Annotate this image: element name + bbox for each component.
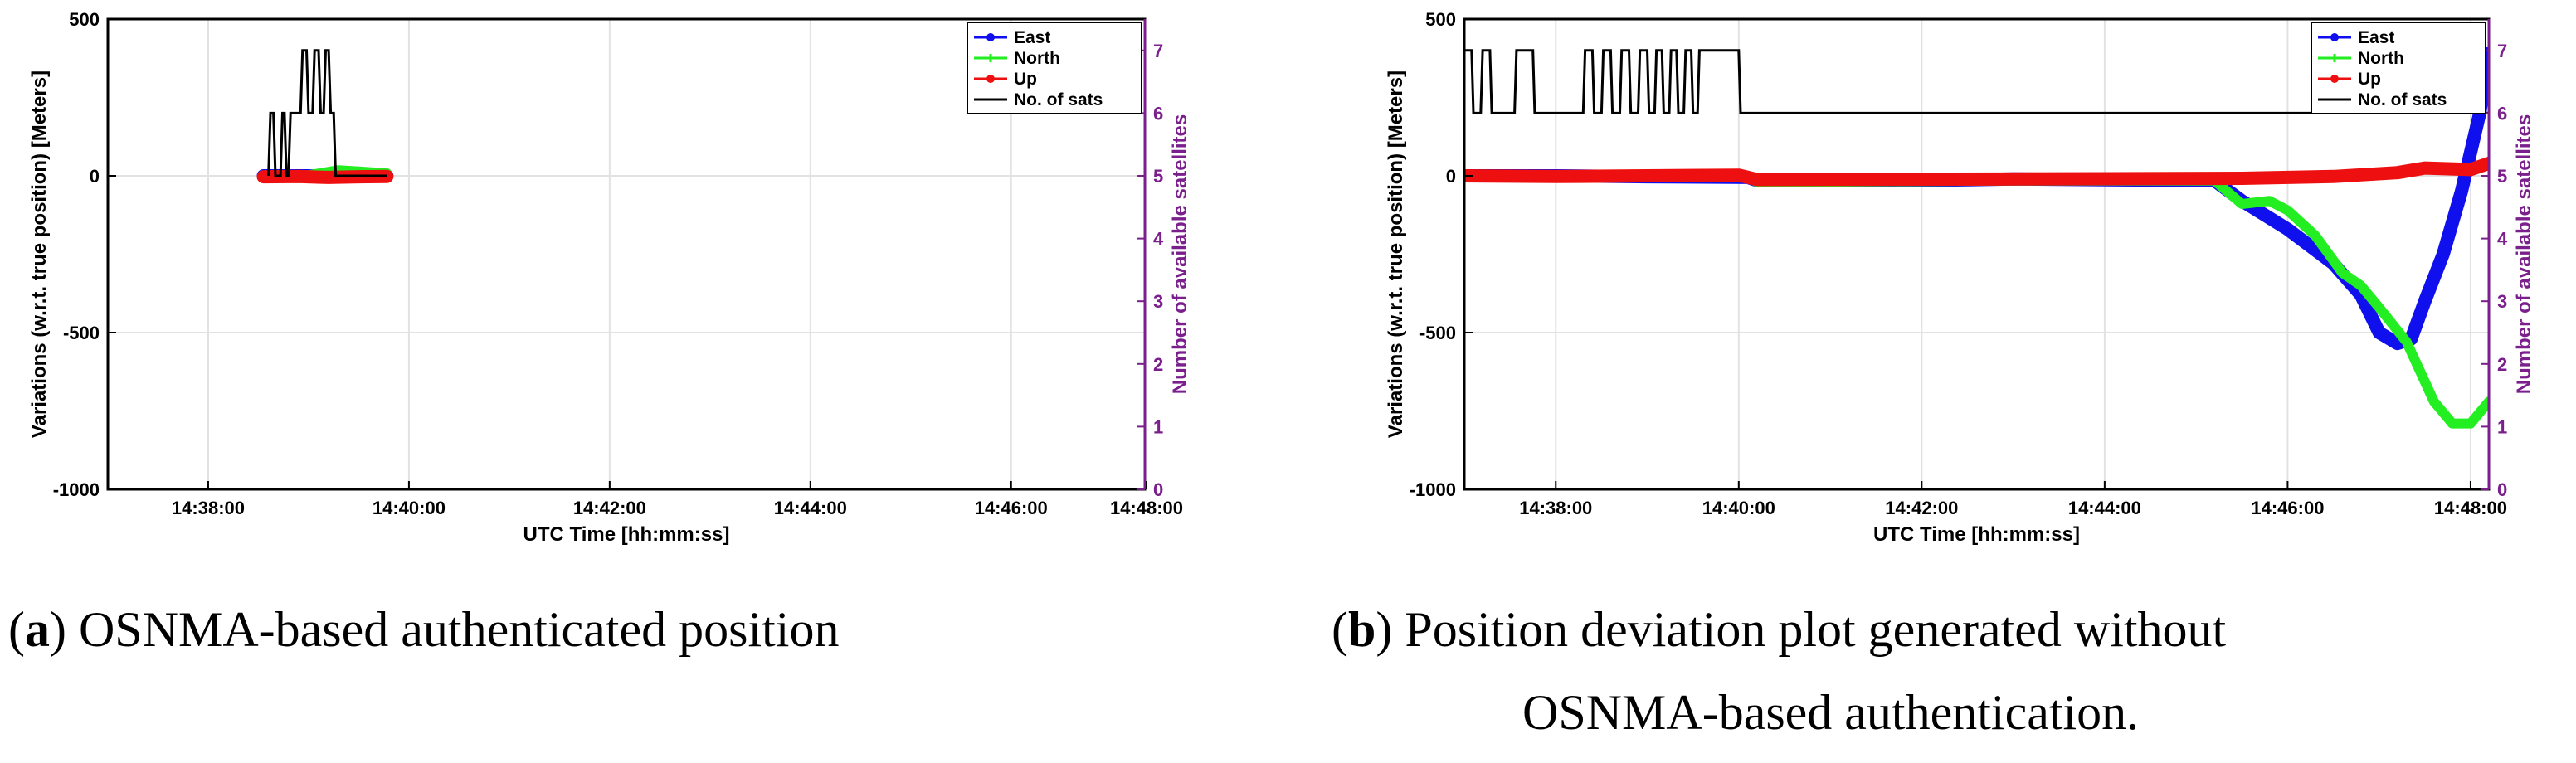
y2-tick-label: 6 bbox=[2497, 103, 2507, 124]
y2-tick-label: 0 bbox=[1153, 479, 1163, 500]
y-axis-label: Variations (w.r.t. true position) [Meter… bbox=[28, 70, 51, 438]
y-axis-label: Variations (w.r.t. true position) [Meter… bbox=[1385, 70, 1407, 438]
legend-label: East bbox=[2358, 28, 2394, 47]
x-tick-label: 14:42:00 bbox=[573, 498, 646, 518]
x-axis-label: UTC Time [hh:mm:ss] bbox=[523, 523, 730, 546]
y-tick-label: -500 bbox=[1419, 323, 1456, 343]
x-tick-label: 14:48:00 bbox=[1110, 498, 1183, 518]
legend-marker bbox=[2330, 54, 2339, 62]
y2-tick-label: 4 bbox=[2497, 229, 2508, 250]
y2-tick-label: 7 bbox=[2497, 41, 2507, 61]
y2-tick-label: 2 bbox=[1153, 354, 1163, 375]
y2-tick-label: 5 bbox=[2497, 166, 2507, 187]
y2-tick-label: 7 bbox=[1153, 41, 1163, 61]
legend-label: North bbox=[2358, 49, 2404, 68]
x-tick-label: 14:46:00 bbox=[975, 498, 1048, 518]
y2-tick-label: 0 bbox=[2497, 479, 2507, 500]
x-tick-label: 14:44:00 bbox=[774, 498, 847, 518]
y-tick-label: 0 bbox=[1446, 166, 1456, 187]
caption-b-line2: OSNMA-based authentication. bbox=[1522, 685, 2140, 740]
y-tick-label: -500 bbox=[63, 323, 100, 343]
legend-marker bbox=[2330, 33, 2339, 41]
chart-b-unauthenticated-position: 500 0 -500 -1000 0 1 2 3 4 5 6 7 14:38:00 14:40:00 14:… bbox=[1385, 9, 2535, 546]
series-up bbox=[1464, 156, 2489, 187]
x-tick-label: 14:38:00 bbox=[172, 498, 245, 518]
y2-tick-label: 2 bbox=[2497, 354, 2507, 375]
x-tick-label: 14:40:00 bbox=[373, 498, 446, 518]
legend-marker bbox=[986, 75, 995, 83]
series-line bbox=[1464, 156, 2489, 187]
y-tick-label: 500 bbox=[1425, 9, 1456, 30]
y2-tick-label: 4 bbox=[1153, 229, 1164, 250]
legend-label: East bbox=[1014, 28, 1050, 47]
y2-tick-label: 3 bbox=[2497, 291, 2507, 312]
legend-label: Up bbox=[2358, 70, 2381, 89]
y2-axis-label: Number of available satellites bbox=[1169, 114, 1191, 394]
legend-label: No. of sats bbox=[1014, 90, 1103, 109]
x-tick-label: 14:48:00 bbox=[2434, 498, 2507, 518]
legend-label: No. of sats bbox=[2358, 90, 2447, 109]
y2-tick-label: 5 bbox=[1153, 166, 1163, 187]
x-tick-label: 14:40:00 bbox=[1702, 498, 1775, 518]
chart-a-authenticated-position: 500 0 -500 -1000 0 1 2 3 4 5 6 7 14:38:00 14:40:00 14:… bbox=[28, 9, 1191, 546]
caption-a: (a) OSNMA-based authenticated position bbox=[8, 602, 840, 657]
legend-marker bbox=[2330, 75, 2339, 83]
y2-tick-label: 1 bbox=[1153, 416, 1163, 437]
y2-tick-label: 1 bbox=[2497, 416, 2507, 437]
y-tick-label: 0 bbox=[90, 166, 100, 187]
x-tick-label: 14:46:00 bbox=[2251, 498, 2324, 518]
caption-b: (b) Position deviation plot generated wi… bbox=[1332, 602, 2227, 657]
legend-marker bbox=[986, 54, 995, 62]
y-tick-label: -1000 bbox=[1410, 479, 1456, 500]
y2-tick-label: 6 bbox=[1153, 103, 1163, 124]
x-tick-label: 14:42:00 bbox=[1885, 498, 1958, 518]
y2-tick-label: 3 bbox=[1153, 291, 1163, 312]
x-axis-label: UTC Time [hh:mm:ss] bbox=[1873, 523, 2080, 546]
x-tick-label: 14:38:00 bbox=[1519, 498, 1592, 518]
y-tick-label: 500 bbox=[69, 9, 100, 30]
y-tick-label: -1000 bbox=[53, 479, 100, 500]
legend-label: Up bbox=[1014, 70, 1037, 89]
legend-marker bbox=[986, 33, 995, 41]
y2-axis-label: Number of available satellites bbox=[2513, 114, 2535, 394]
x-tick-label: 14:44:00 bbox=[2068, 498, 2141, 518]
series-no-of-sats bbox=[267, 49, 387, 177]
series-no-of-sats bbox=[1464, 49, 2489, 114]
legend-label: North bbox=[1014, 49, 1060, 68]
series-line bbox=[1464, 49, 2489, 114]
series-line bbox=[267, 49, 387, 177]
